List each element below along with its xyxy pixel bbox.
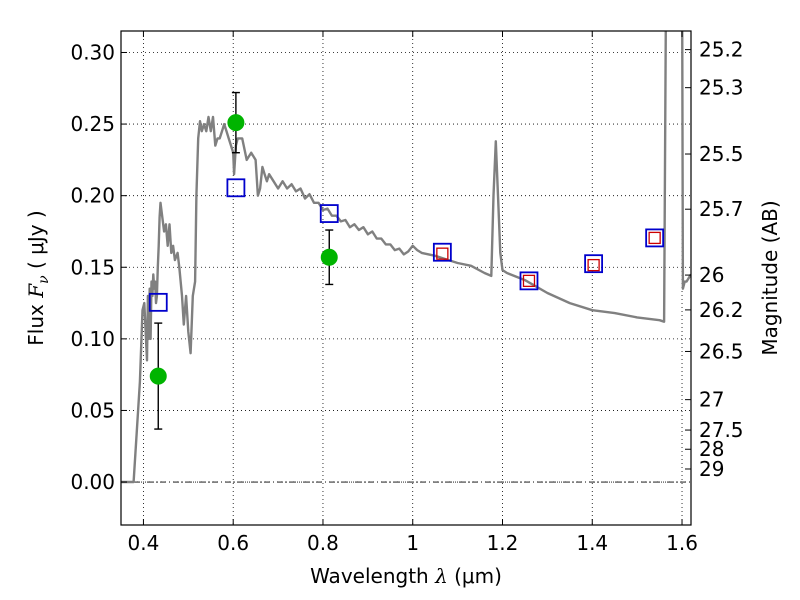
x-tick-label: 0.8 xyxy=(307,531,339,555)
mag-tick-label: 26.2 xyxy=(699,298,744,322)
x-tick-label: 0.6 xyxy=(217,531,249,555)
plot-background xyxy=(121,31,691,525)
inner-square-marker xyxy=(436,247,449,260)
observed-point xyxy=(227,114,245,132)
observed-point xyxy=(320,248,338,266)
inner-square-marker xyxy=(587,258,600,272)
y-tick-label: 0.30 xyxy=(70,40,115,64)
grid xyxy=(121,31,691,525)
y-tick-label: 0.20 xyxy=(70,184,115,208)
model-square-marker xyxy=(148,292,168,312)
sed-model-line xyxy=(121,31,691,484)
mag-tick-label: 29 xyxy=(699,457,724,481)
mag-tick-label: 27.5 xyxy=(699,418,744,442)
mag-tick-label: 28 xyxy=(699,437,724,461)
x-axis-title: Wavelength λ (μm) xyxy=(310,564,502,588)
model-square-marker xyxy=(584,254,604,274)
y-axis-title: Flux Fν ( μJy ) xyxy=(24,210,52,345)
inner-square-marker xyxy=(648,231,661,245)
model-square-marker xyxy=(432,242,452,262)
y-tick-label: 0.15 xyxy=(70,255,115,279)
x-axis-title-pre: Wavelength xyxy=(310,564,435,588)
y-tick-label: 0.05 xyxy=(70,398,115,422)
ticks: 0.4 0.6 0.8 1 1.2 1.4 1.6 0.00 0.05 0.10 0.15 0.20 0… xyxy=(70,31,744,555)
x-tick-label: 1.6 xyxy=(666,531,698,555)
mag-tick-label: 25.3 xyxy=(699,76,744,100)
y-tick-label: 0.25 xyxy=(70,112,115,136)
model-square-marker xyxy=(645,228,665,248)
model-square-marker xyxy=(319,204,339,223)
x-axis-title-symbol: λ xyxy=(434,564,448,588)
data-layer xyxy=(121,31,691,484)
y-tick-label: 0.00 xyxy=(70,470,115,494)
mag-tick-label: 27 xyxy=(699,388,724,412)
mag-tick-label: 25.5 xyxy=(699,142,744,166)
mag-tick-label: 25.2 xyxy=(699,38,744,62)
x-tick-label: 1 xyxy=(406,531,419,555)
model-square-marker xyxy=(226,178,246,198)
x-axis-title-post: (μm) xyxy=(448,564,502,588)
inner-square-marker xyxy=(522,274,536,288)
mag-tick-label: 26 xyxy=(699,263,724,287)
y-axis-title-pre: Flux xyxy=(24,298,48,346)
y-axis-title-post: ( μJy ) xyxy=(24,210,48,275)
y-tick-label: 0.10 xyxy=(70,327,115,351)
mag-tick-label: 26.5 xyxy=(699,339,744,363)
mag-tick-label: 25.7 xyxy=(699,197,744,221)
plot-frame xyxy=(120,30,692,526)
x-tick-label: 1.4 xyxy=(576,531,608,555)
model-square-marker xyxy=(519,271,539,291)
x-tick-label: 1.2 xyxy=(487,531,519,555)
x-tick-label: 0.4 xyxy=(128,531,160,555)
observed-point xyxy=(149,367,167,385)
y-axis-title-sub: ν xyxy=(36,275,52,284)
y2-axis-title: Magnitude (AB) xyxy=(758,200,782,355)
y-axis-title-symbol: F xyxy=(24,283,48,299)
